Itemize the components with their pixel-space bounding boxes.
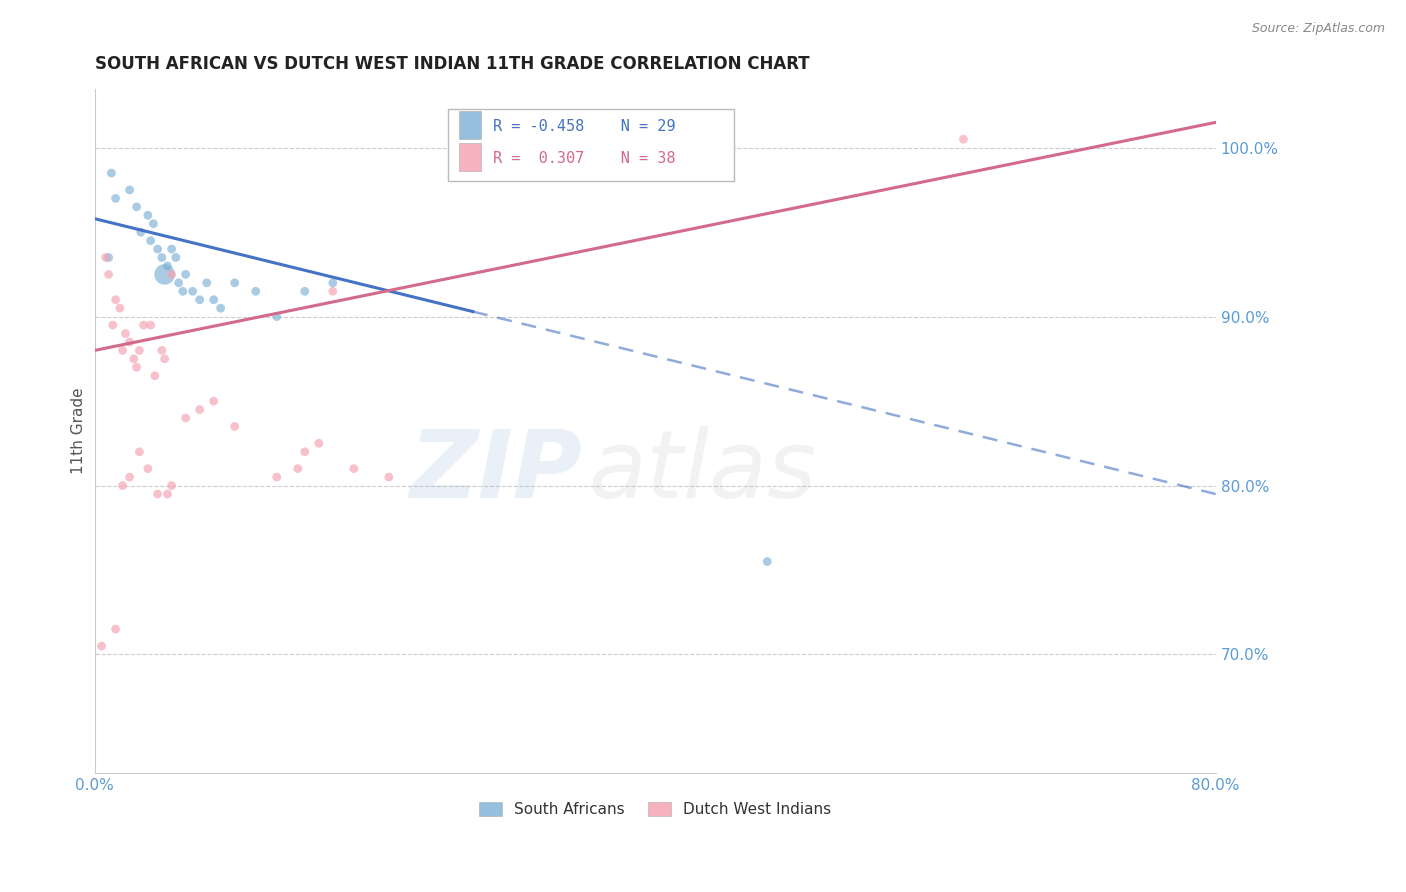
Point	[181, 285, 204, 299]
Point	[128, 343, 150, 358]
Point	[132, 318, 155, 332]
Point	[118, 334, 141, 349]
Text: R = -0.458    N = 29: R = -0.458 N = 29	[492, 119, 675, 134]
Point	[111, 478, 134, 492]
Point	[202, 394, 225, 409]
Point	[125, 200, 148, 214]
Point	[108, 301, 131, 316]
Point	[294, 285, 316, 299]
Point	[146, 242, 169, 256]
Point	[125, 360, 148, 375]
Point	[378, 470, 401, 484]
Point	[156, 487, 179, 501]
Point	[165, 251, 187, 265]
Point	[118, 183, 141, 197]
Point	[97, 251, 120, 265]
Bar	[458, 144, 481, 170]
Point	[146, 487, 169, 501]
Point	[245, 285, 267, 299]
Point	[322, 285, 344, 299]
Point	[174, 268, 197, 282]
Point	[104, 622, 127, 636]
Point	[167, 276, 190, 290]
Point	[94, 251, 117, 265]
Point	[143, 368, 166, 383]
Point	[128, 444, 150, 458]
Point	[111, 343, 134, 358]
Point	[100, 166, 122, 180]
Point	[174, 411, 197, 425]
Point	[104, 191, 127, 205]
Bar	[447, 109, 734, 181]
Point	[160, 478, 183, 492]
Point	[209, 301, 232, 316]
Text: ZIP: ZIP	[409, 425, 582, 517]
Point	[114, 326, 136, 341]
Point	[153, 268, 176, 282]
Text: SOUTH AFRICAN VS DUTCH WEST INDIAN 11TH GRADE CORRELATION CHART: SOUTH AFRICAN VS DUTCH WEST INDIAN 11TH …	[94, 55, 810, 73]
Point	[122, 351, 145, 366]
Point	[101, 318, 124, 332]
Point	[139, 234, 162, 248]
Point	[188, 293, 211, 307]
Point	[188, 402, 211, 417]
Point	[756, 555, 779, 569]
Point	[160, 268, 183, 282]
Point	[202, 293, 225, 307]
Legend: South Africans, Dutch West Indians: South Africans, Dutch West Indians	[472, 796, 837, 823]
Point	[150, 251, 173, 265]
Text: atlas: atlas	[588, 426, 815, 517]
Y-axis label: 11th Grade: 11th Grade	[72, 387, 86, 474]
Point	[224, 419, 246, 434]
Point	[294, 444, 316, 458]
Point	[150, 343, 173, 358]
Point	[118, 470, 141, 484]
Point	[136, 461, 159, 475]
Point	[195, 276, 218, 290]
Point	[287, 461, 309, 475]
Point	[97, 268, 120, 282]
Point	[129, 225, 152, 239]
Point	[266, 470, 288, 484]
Point	[224, 276, 246, 290]
Point	[153, 351, 176, 366]
Point	[136, 208, 159, 222]
Point	[266, 310, 288, 324]
Point	[322, 276, 344, 290]
Point	[142, 217, 165, 231]
Point	[343, 461, 366, 475]
Text: R =  0.307    N = 38: R = 0.307 N = 38	[492, 151, 675, 166]
Bar	[458, 112, 481, 138]
Point	[160, 242, 183, 256]
Point	[172, 285, 194, 299]
Point	[139, 318, 162, 332]
Point	[156, 259, 179, 273]
Point	[104, 293, 127, 307]
Text: Source: ZipAtlas.com: Source: ZipAtlas.com	[1251, 22, 1385, 36]
Point	[308, 436, 330, 450]
Point	[952, 132, 974, 146]
Point	[90, 639, 112, 653]
